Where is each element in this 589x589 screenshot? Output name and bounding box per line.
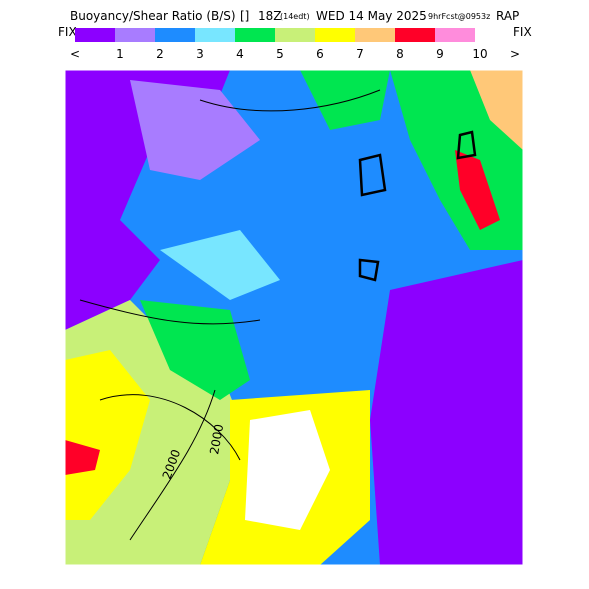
legend-label: 7 xyxy=(356,47,364,61)
contour xyxy=(358,130,477,282)
legend-swatch xyxy=(355,28,395,42)
legend-label: 6 xyxy=(316,47,324,61)
region xyxy=(65,350,150,520)
title-date: WED 14 May 2025 xyxy=(316,9,427,23)
title-local: (14edt) xyxy=(280,12,310,21)
legend-swatch xyxy=(435,28,475,42)
region xyxy=(300,70,390,130)
region xyxy=(470,70,523,150)
region xyxy=(130,80,260,180)
legend-left: FIX xyxy=(58,25,77,39)
ocean xyxy=(370,260,523,565)
legend-label: 5 xyxy=(276,47,284,61)
legend-right: FIX xyxy=(513,25,532,39)
title: Buoyancy/Shear Ratio (B/S) [] 18Z (14edt… xyxy=(70,9,519,23)
region xyxy=(245,410,330,530)
legend-swatch xyxy=(155,28,195,42)
legend-swatch xyxy=(315,28,355,42)
title-time: 18Z xyxy=(258,9,282,23)
region xyxy=(160,230,280,300)
legend-label: 10 xyxy=(472,47,487,61)
region xyxy=(65,440,100,475)
legend-swatch xyxy=(235,28,275,42)
legend-label: 9 xyxy=(436,47,444,61)
title-forecast: 9hrFcst@0953z xyxy=(428,12,490,21)
legend-swatch xyxy=(115,28,155,42)
region xyxy=(455,150,500,230)
map: 2000 2000 xyxy=(64,69,524,566)
map-frame xyxy=(64,69,524,566)
contour xyxy=(79,89,381,541)
color-legend: FIX FIX < > 1 2 3 4 5 6 7 8 9 10 xyxy=(58,25,532,61)
title-symbol: [] xyxy=(240,9,249,23)
legend-swatch xyxy=(275,28,315,42)
legend-swatch xyxy=(395,28,435,42)
region xyxy=(140,300,250,400)
legend-under: < xyxy=(70,47,80,61)
legend-swatch xyxy=(195,28,235,42)
contour-label: 2000 xyxy=(207,423,226,456)
region xyxy=(65,70,230,330)
title-model: RAP xyxy=(496,9,519,23)
legend-over: > xyxy=(510,47,520,61)
legend-swatch xyxy=(75,28,115,42)
legend-label: 3 xyxy=(196,47,204,61)
legend-label: 1 xyxy=(116,47,124,61)
title-text: Buoyancy/Shear Ratio (B/S) xyxy=(70,9,236,23)
legend-label: 4 xyxy=(236,47,244,61)
legend-label: 2 xyxy=(156,47,164,61)
legend-label: 8 xyxy=(396,47,404,61)
